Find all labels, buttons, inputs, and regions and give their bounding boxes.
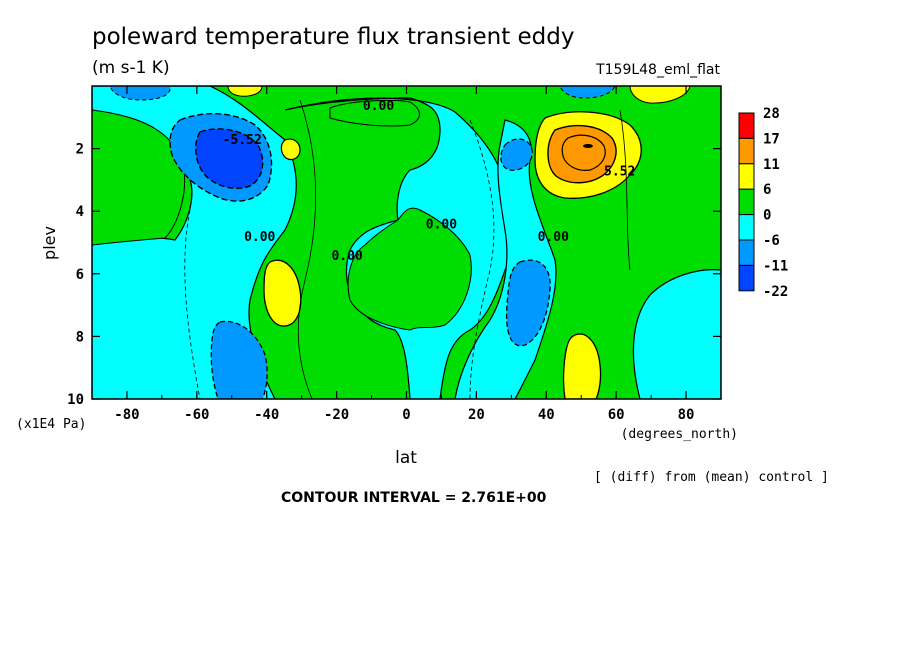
contour-line-aux-1 [297, 99, 317, 399]
region-left-positive-small [280, 138, 301, 161]
region-right-lower-positive [562, 333, 602, 399]
x-tick-label: 60 [608, 407, 625, 423]
contour-label: 0.00 [363, 99, 394, 114]
colorbar-level: -6 [763, 233, 780, 249]
region-top-left-blue [109, 86, 171, 101]
colorbar-level: 11 [763, 157, 780, 173]
contour-right-core-inner [561, 134, 606, 171]
contour-field [92, 86, 721, 399]
colorbar-level: 28 [763, 106, 780, 122]
x-tick-label: 0 [402, 407, 410, 423]
colorbar-level: 0 [763, 208, 771, 224]
contour-labels: 0.00 -5.52 0.00 0.00 0.00 0.00 5.52 [223, 99, 636, 264]
region-central-green [347, 207, 472, 331]
contour-label: 5.52 [604, 165, 635, 180]
contour-label: -5.52 [223, 133, 262, 148]
y-tick-label: 2 [76, 142, 84, 158]
contour-interval: CONTOUR INTERVAL = 2.761E+00 [281, 490, 547, 506]
region-right-negative-small [500, 138, 533, 171]
colorbar-swatch [738, 239, 755, 266]
region-right-negative [632, 269, 721, 399]
region-right-negative-cell [505, 259, 551, 347]
region-central-green-top [329, 99, 420, 127]
x-axis-ticks: -80 -60 -40 -20 0 20 40 60 80 [91, 86, 722, 423]
region-left-negative-core [194, 128, 264, 190]
y-tick-label: 4 [76, 204, 84, 220]
colorbar-swatch [738, 137, 755, 165]
contour-line-aux-2 [619, 109, 631, 271]
x-axis-label: lat [395, 448, 417, 468]
region-top-right-yellow [629, 86, 691, 104]
region-left-lower-negative [210, 320, 268, 399]
x-tick-label: -60 [184, 407, 209, 423]
y-axis-unit: (x1E4 Pa) [16, 417, 86, 432]
y-tick-label: 10 [67, 392, 84, 408]
colorbar-level: -22 [763, 284, 788, 300]
y-tick-label: 8 [76, 329, 84, 345]
contour-line-aux-4 [469, 119, 495, 399]
region-top-right-blue [559, 86, 616, 99]
colorbar-level: -11 [763, 258, 788, 274]
colorbar-level: 17 [763, 131, 780, 147]
colorbar-swatch [738, 188, 755, 216]
contour-label: 0.00 [426, 218, 457, 233]
run-label: T159L48_eml_flat [596, 62, 720, 78]
region-left-green-pocket [92, 109, 186, 246]
x-axis-unit: (degrees_north) [621, 427, 738, 442]
chart-title: poleward temperature flux transient eddy [92, 24, 575, 50]
contour-label: 0.00 [244, 230, 275, 245]
x-tick-label: -80 [114, 407, 139, 423]
colorbar-level: 6 [763, 182, 771, 198]
region-top-left-yellow [227, 86, 263, 97]
chart-units: (m s-1 K) [92, 58, 170, 78]
colorbar-swatch [738, 264, 755, 292]
contour-label: 0.00 [331, 249, 362, 264]
x-tick-label: -20 [324, 407, 349, 423]
contour-label: 0.00 [538, 230, 569, 245]
y-tick-label: 6 [76, 267, 84, 283]
y-axis-ticks: 2 4 6 8 10 [67, 142, 721, 408]
x-tick-label: 80 [678, 407, 695, 423]
colorbar-swatch [738, 163, 755, 190]
x-tick-label: 40 [538, 407, 555, 423]
region-left-positive-cell [263, 259, 302, 327]
x-tick-label: -40 [254, 407, 279, 423]
colorbar-swatch [738, 112, 755, 139]
contour-line-aux-3 [184, 209, 201, 399]
colorbar-swatch [738, 214, 755, 241]
y-axis-label: plev [40, 226, 59, 260]
contour-right-core-peak [583, 144, 593, 148]
diff-note: [ (diff) from (mean) control ] [594, 470, 829, 485]
x-tick-label: 20 [468, 407, 485, 423]
colorbar: 28 17 11 6 0 -6 -11 -22 [738, 106, 788, 300]
